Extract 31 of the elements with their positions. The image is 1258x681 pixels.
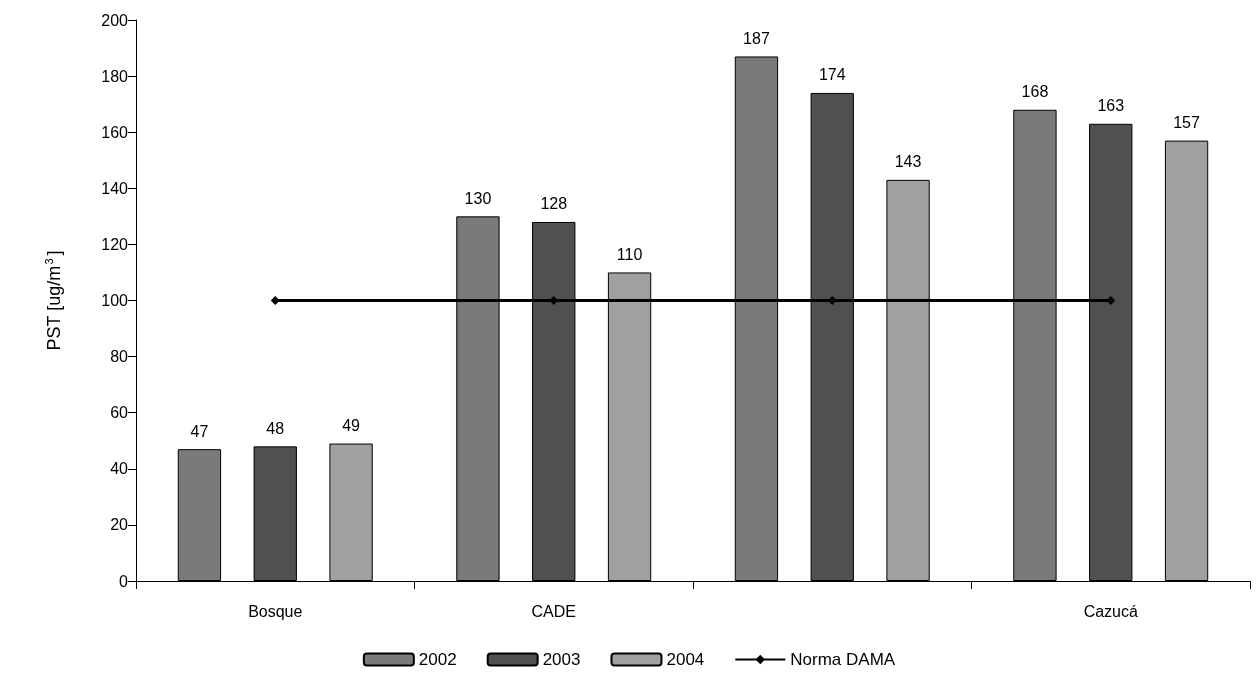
y-tick-label: 0 bbox=[119, 572, 129, 590]
y-tick-label: 100 bbox=[101, 292, 129, 309]
data-label: 143 bbox=[894, 153, 922, 171]
legend-label: Norma DAMA bbox=[790, 650, 896, 669]
data-label: 48 bbox=[266, 419, 285, 437]
y-tick-label: 60 bbox=[110, 404, 129, 422]
data-label: 163 bbox=[1097, 97, 1125, 115]
data-label: 49 bbox=[342, 417, 361, 435]
y-tick-label: 140 bbox=[101, 179, 129, 197]
data-label: 110 bbox=[616, 245, 643, 263]
y-tick-label: 120 bbox=[101, 235, 129, 253]
legend-label: 2003 bbox=[542, 650, 581, 669]
y-tick-label: 200 bbox=[101, 11, 129, 29]
y-tick-label: 40 bbox=[110, 460, 129, 478]
y-axis-title: PST [ug/m3] bbox=[42, 250, 64, 351]
data-label: 157 bbox=[1173, 114, 1201, 132]
data-label: 47 bbox=[190, 422, 209, 440]
legend-label: 2002 bbox=[418, 650, 457, 669]
x-tick-label: CADE bbox=[531, 602, 576, 620]
y-tick-label: 80 bbox=[110, 348, 129, 366]
data-label: 168 bbox=[1021, 83, 1049, 101]
data-label: 130 bbox=[464, 189, 492, 207]
y-tick-label: 180 bbox=[101, 67, 129, 85]
data-label: 174 bbox=[818, 66, 846, 84]
data-label: 187 bbox=[743, 29, 770, 47]
data-label: 128 bbox=[540, 195, 568, 213]
x-tick-label: Bosque bbox=[248, 602, 303, 620]
y-tick-label: 160 bbox=[101, 123, 129, 141]
y-tick-label: 20 bbox=[110, 516, 129, 534]
x-tick-label: Cazucá bbox=[1083, 602, 1138, 620]
legend-label: 2004 bbox=[666, 650, 705, 669]
